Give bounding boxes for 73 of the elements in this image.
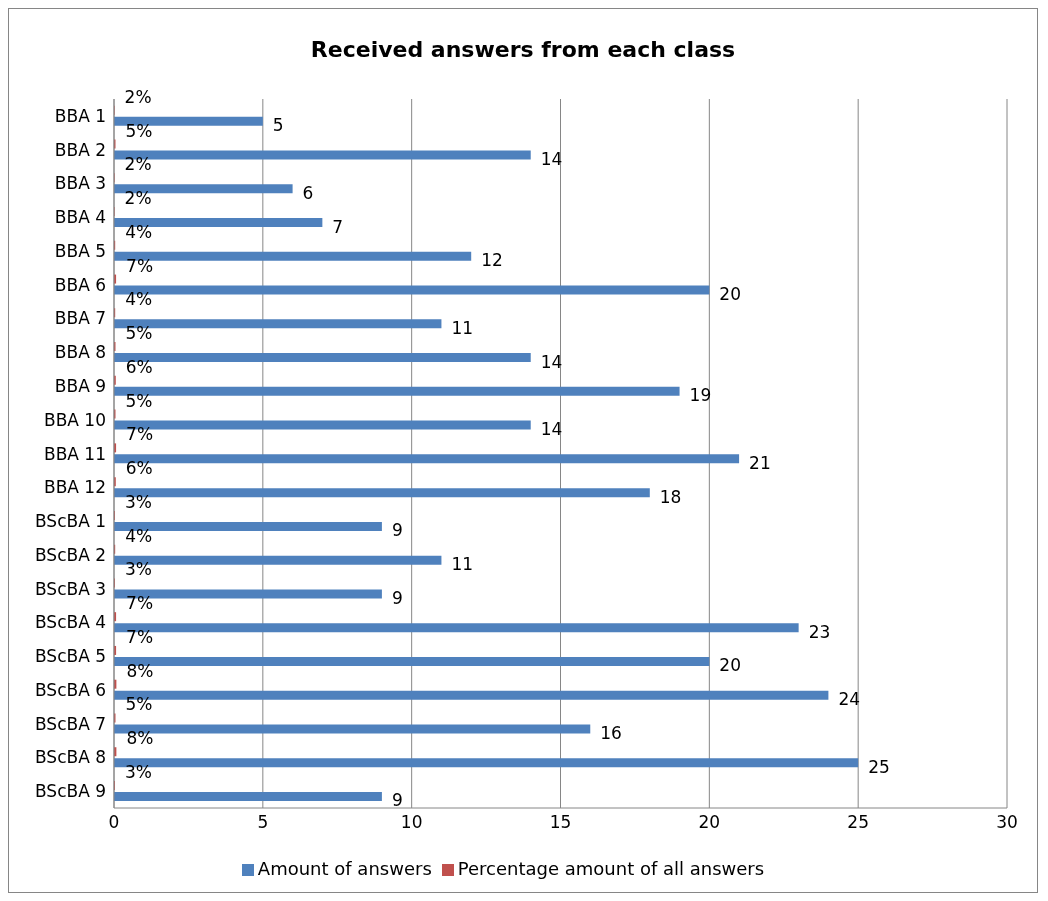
data-label: 5% [125,390,153,411]
x-tick-label: 0 [108,812,120,833]
data-label: 9 [391,520,403,541]
data-label: 24 [838,689,861,710]
y-tick-label: BScBA 3 [34,578,106,599]
data-label: 3% [124,491,152,512]
data-label: 5% [125,120,153,141]
data-label: 8% [126,728,154,749]
y-tick-label: BScBA 1 [34,511,106,532]
data-label: 2% [124,188,152,209]
y-tick-label: BScBA 2 [34,544,106,565]
y-tick-label: BBA 12 [44,477,106,498]
x-tick-label: 15 [549,812,572,833]
data-label: 23 [808,621,831,642]
chart-title: Received answers from each class [309,36,737,64]
data-label: 2% [124,86,152,107]
data-label: 7% [126,626,154,647]
data-label: 12 [481,250,503,271]
data-label: 7 [332,216,344,237]
y-tick-label: BBA 11 [44,443,106,464]
data-label: 8% [126,660,154,681]
y-tick-label: BBA 4 [54,207,106,228]
legend-label: Percentage amount of all answers [457,858,765,879]
data-label: 4% [125,221,153,242]
y-tick-label: BScBA 7 [34,713,106,734]
x-tick-label: 10 [400,812,423,833]
y-tick-label: BBA 10 [44,409,106,430]
x-tick-label: 25 [847,812,869,833]
data-label: 9 [391,790,403,811]
data-label: 14 [540,149,563,170]
y-tick-label: BBA 7 [54,308,106,329]
data-label: 16 [600,722,622,743]
data-label: 5% [125,694,153,715]
x-tick-label: 20 [698,812,721,833]
data-label: 20 [719,284,741,305]
data-label: 4% [125,525,153,546]
y-tick-label: BScBA 5 [34,646,106,667]
y-tick-label: BBA 9 [54,376,106,397]
y-tick-label: BBA 1 [54,105,106,126]
data-label: 14 [540,351,563,372]
data-label: 25 [868,756,890,777]
data-label: 2% [124,154,152,175]
data-label: 3% [124,559,152,580]
data-label: 6% [125,458,153,479]
data-label: 7% [126,255,154,276]
data-label: 3% [124,761,152,782]
legend-label: Amount of answers [257,858,432,879]
y-tick-label: BScBA 8 [34,747,106,768]
data-label: 21 [749,452,771,473]
y-tick-label: BBA 8 [54,342,106,363]
data-label: 18 [659,486,682,507]
y-tick-label: BScBA 6 [34,679,106,700]
data-label: 7% [126,424,154,445]
y-tick-label: BBA 5 [54,240,106,261]
data-label: 20 [719,655,741,676]
y-tick-label: BScBA 9 [34,781,106,802]
data-label: 11 [451,554,474,575]
y-tick-label: BBA 2 [54,139,106,160]
data-label: 4% [125,289,153,310]
data-label: 11 [451,317,474,338]
data-label: 5% [125,323,153,344]
data-label: 6 [302,182,314,203]
y-tick-label: BBA 6 [54,274,106,295]
data-label: 7% [126,593,154,614]
data-label: 9 [391,587,403,608]
data-label: 6% [125,356,153,377]
data-label: 5 [272,115,284,136]
data-label: 19 [689,385,712,406]
y-tick-label: BBA 3 [54,173,106,194]
data-label: 14 [540,419,563,440]
x-tick-label: 30 [996,812,1018,833]
x-tick-label: 5 [257,812,269,833]
y-tick-label: BScBA 4 [34,612,106,633]
